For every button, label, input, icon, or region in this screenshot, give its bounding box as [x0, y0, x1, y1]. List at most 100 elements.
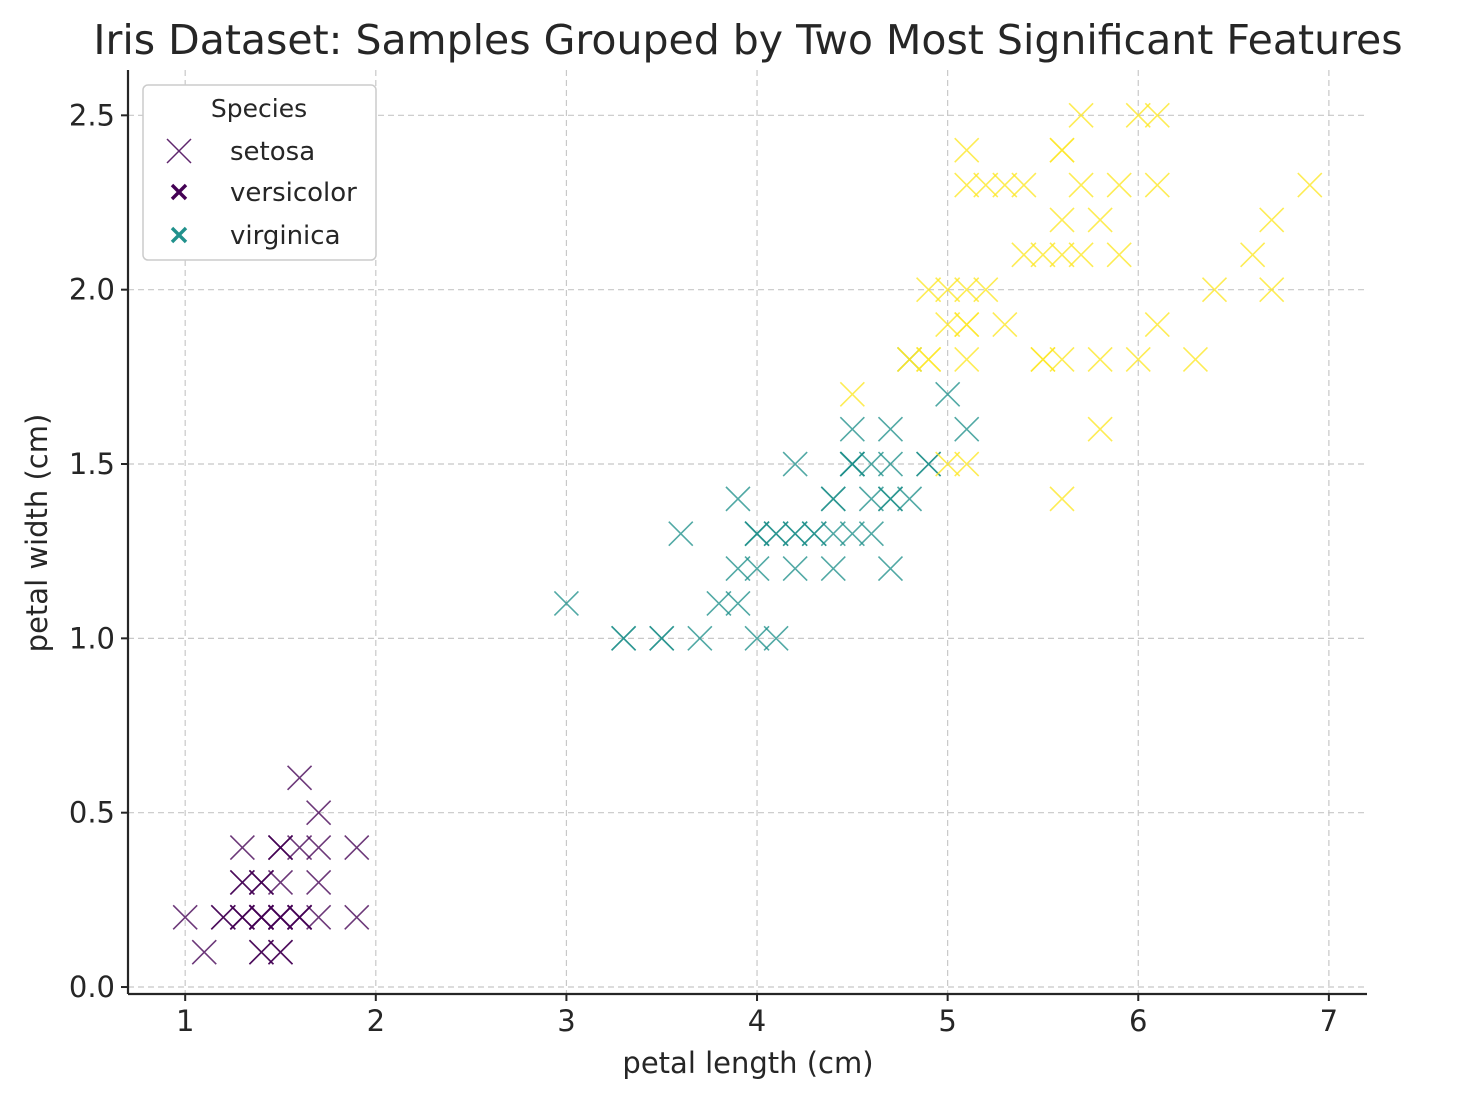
legend-marker	[170, 226, 188, 244]
data-point	[1087, 416, 1113, 442]
data-point	[992, 172, 1018, 198]
data-point	[1049, 242, 1075, 268]
data-point	[973, 277, 999, 303]
data-point	[916, 451, 942, 477]
data-point	[687, 625, 713, 651]
data-point	[1144, 311, 1170, 338]
data-point	[916, 346, 942, 372]
data-point	[839, 416, 865, 442]
data-point	[725, 556, 751, 582]
data-point	[877, 416, 904, 442]
y-tick-label: 2.0	[69, 273, 115, 307]
data-point	[306, 904, 332, 930]
data-point	[935, 311, 961, 338]
data-point	[744, 625, 770, 651]
legend-marker	[166, 138, 192, 164]
data-point	[267, 904, 294, 930]
data-point	[553, 590, 579, 617]
data-point	[935, 277, 961, 303]
data-point	[839, 381, 865, 407]
data-point	[992, 311, 1018, 338]
data-point	[1049, 207, 1075, 233]
data-point	[744, 556, 770, 582]
legend-title: Species	[211, 94, 307, 123]
data-point	[191, 939, 217, 965]
data-point	[1049, 486, 1075, 512]
data-point	[1087, 207, 1113, 233]
data-point	[286, 834, 313, 861]
data-point	[1068, 102, 1094, 128]
data-point	[248, 904, 274, 930]
series-2	[839, 102, 1323, 512]
data-point	[649, 625, 675, 651]
data-point	[1011, 172, 1037, 198]
data-point	[1087, 346, 1113, 372]
data-point	[820, 521, 846, 547]
data-point	[725, 486, 751, 512]
y-tick-label: 1.0	[69, 621, 115, 655]
data-point	[248, 869, 274, 895]
data-point	[954, 172, 980, 198]
data-point	[1259, 277, 1285, 303]
data-point	[248, 939, 274, 965]
data-point	[1297, 172, 1323, 198]
x-tick-label: 1	[176, 1004, 194, 1038]
legend-frame	[142, 84, 377, 261]
data-point	[267, 869, 294, 895]
data-points	[172, 102, 1323, 965]
legend-label: virginica	[230, 221, 341, 251]
y-tick-label: 1.5	[69, 447, 115, 481]
data-point	[763, 625, 789, 651]
data-point	[1201, 277, 1228, 303]
data-point	[706, 590, 732, 617]
data-point	[782, 521, 808, 547]
data-point	[763, 521, 789, 547]
data-point	[1030, 346, 1056, 372]
data-point	[801, 521, 827, 547]
legend: Species setosa versicolor virginica	[142, 84, 377, 261]
data-point	[1106, 242, 1132, 268]
x-tick-label: 6	[1129, 1004, 1147, 1038]
data-point	[1240, 242, 1266, 268]
data-point	[839, 451, 865, 477]
data-point	[172, 904, 198, 930]
data-point	[820, 486, 846, 512]
data-point	[1125, 346, 1151, 372]
data-point	[1049, 137, 1075, 163]
data-point	[896, 486, 923, 512]
data-point	[973, 172, 999, 198]
y-axis-label: petal width (cm)	[20, 414, 54, 653]
y-tick-label: 0.5	[69, 796, 115, 830]
data-point	[1106, 172, 1132, 198]
data-point	[839, 521, 865, 547]
data-point	[954, 346, 980, 372]
data-point	[1049, 346, 1075, 372]
chart-title: Iris Dataset: Samples Grouped by Two Mos…	[93, 16, 1402, 64]
x-tick-label: 3	[557, 1004, 575, 1038]
data-point	[1068, 172, 1094, 198]
data-point	[744, 521, 770, 547]
data-point	[286, 904, 313, 930]
x-tick-label: 2	[367, 1004, 385, 1038]
data-point	[858, 451, 884, 477]
data-point	[267, 834, 294, 861]
data-point	[858, 486, 884, 512]
data-point	[954, 311, 980, 338]
data-point	[1030, 242, 1056, 268]
data-point	[935, 451, 961, 477]
x-axis-label: petal length (cm)	[622, 1046, 873, 1080]
data-point	[229, 834, 255, 861]
y-tick-label: 0.0	[69, 970, 115, 1004]
data-point	[1068, 242, 1094, 268]
data-point	[954, 277, 980, 303]
data-point	[858, 521, 884, 547]
data-point	[1011, 242, 1037, 268]
data-point	[916, 277, 942, 303]
legend-marker	[170, 183, 188, 201]
data-point	[725, 590, 751, 617]
axes: 1 2 3 4 5 6 7 0.0 0.5 1.0 1.5 2.0 2.5	[69, 70, 1367, 1038]
data-point	[229, 904, 255, 930]
x-tick-label: 7	[1320, 1004, 1338, 1038]
data-point	[1144, 172, 1170, 198]
y-tick-label: 2.5	[69, 98, 115, 132]
